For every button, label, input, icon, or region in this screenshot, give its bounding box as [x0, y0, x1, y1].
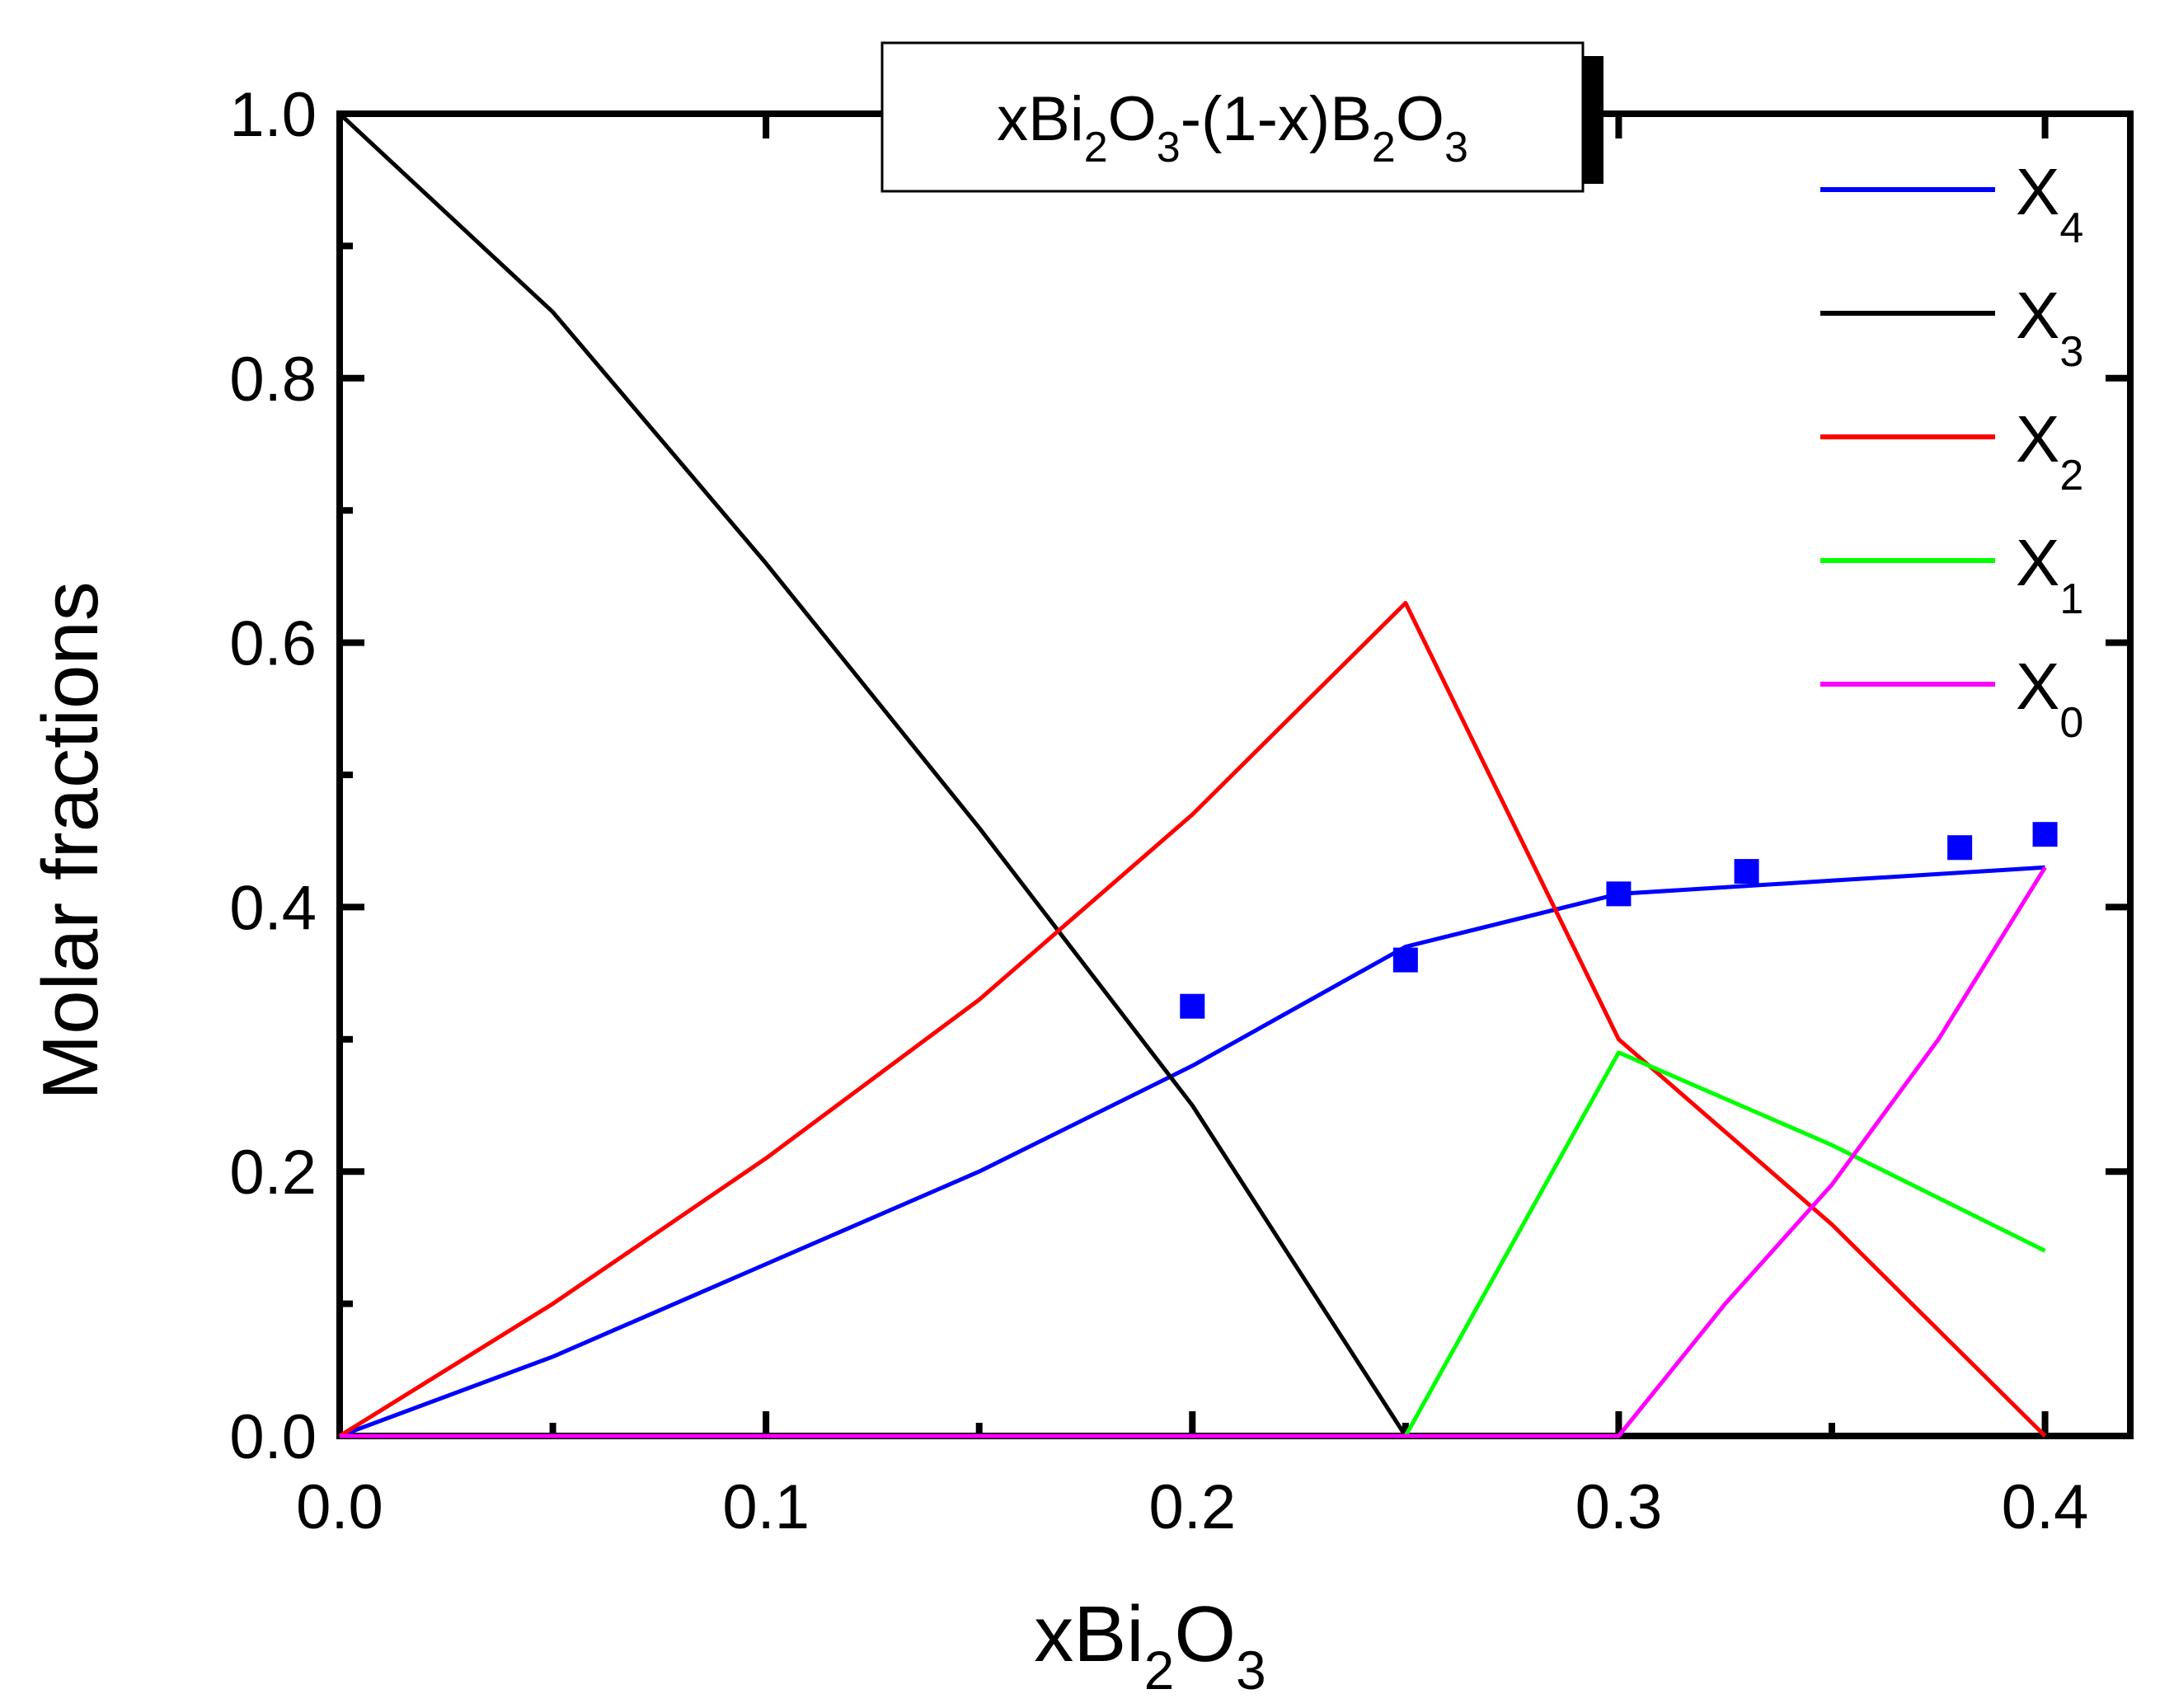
axes: 0.0 0.1 0.2 0.3 0.4 0.0 0.2 0.4 0.6 0.8 1.0	[229, 80, 2134, 1542]
legend-label-x2: X2	[2016, 402, 2083, 500]
legend: X4 X3 X2 X1 X0	[1820, 155, 2083, 747]
legend-label-x4: X4	[2016, 155, 2083, 252]
y-tick-label: 1.0	[229, 80, 317, 150]
data-markers	[1180, 822, 2058, 1019]
series-line-x1	[340, 1050, 2046, 1438]
data-marker	[1606, 881, 1632, 907]
y-tick-label: 0.4	[229, 873, 317, 943]
y-tick-label: 0.6	[229, 609, 317, 679]
y-axis-label: Molar fractions	[26, 581, 115, 1100]
legend-label-x1: X1	[2016, 526, 2083, 623]
series-line-x0	[340, 866, 2047, 1438]
chart-title: xBi2O3-(1-x)B2O3	[997, 84, 1468, 171]
chart-title-box: xBi2O3-(1-x)B2O3	[880, 41, 1604, 193]
x-axis-label: xBi2O3	[1034, 1590, 1265, 1701]
series-line-x3	[338, 112, 2045, 1438]
y-tick-label: 0.2	[229, 1138, 317, 1208]
series-layer	[338, 112, 2047, 1438]
data-marker	[1734, 859, 1759, 884]
legend-label-x0: X0	[2016, 650, 2083, 747]
data-marker	[1947, 835, 1973, 861]
x-tick-label: 0.3	[1575, 1472, 1663, 1542]
x-tick-label: 0.4	[2002, 1472, 2089, 1542]
data-marker	[2032, 822, 2058, 847]
y-tick-label: 0.0	[229, 1402, 317, 1472]
legend-label-x3: X3	[2016, 279, 2083, 376]
series-line-x2	[338, 601, 2047, 1438]
x-tick-label: 0.2	[1148, 1472, 1236, 1542]
series-line-x4	[339, 865, 2045, 1438]
x-tick-label: 0.0	[296, 1472, 383, 1542]
data-marker	[1180, 993, 1205, 1019]
y-tick-label: 0.8	[229, 345, 317, 415]
x-tick-label: 0.1	[722, 1472, 810, 1542]
data-marker	[1392, 947, 1418, 973]
